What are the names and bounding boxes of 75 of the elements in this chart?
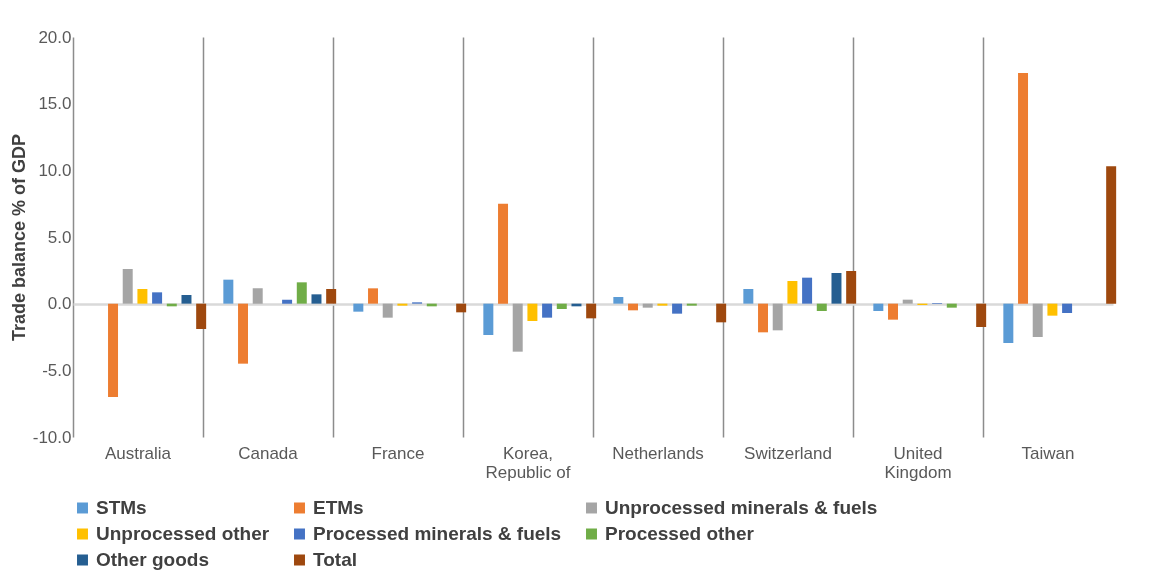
- x-tick-label: Taiwan: [1021, 443, 1075, 463]
- bar: [642, 303, 653, 308]
- y-tick-label: 5.0: [47, 227, 72, 247]
- bar: [772, 303, 783, 331]
- bar: [846, 271, 857, 304]
- y-tick-label: 20.0: [38, 27, 72, 47]
- bar: [1003, 303, 1014, 343]
- bar: [137, 289, 148, 304]
- bar: [311, 294, 322, 304]
- bar: [1062, 303, 1073, 313]
- bar: [802, 277, 813, 304]
- bar: [181, 295, 192, 304]
- x-tick-label: United Kingdom: [884, 443, 952, 482]
- bar: [252, 288, 263, 304]
- bar: [816, 303, 827, 311]
- bar: [686, 303, 697, 306]
- bar: [743, 289, 754, 304]
- bar: [888, 303, 899, 320]
- bar: [902, 299, 913, 304]
- x-tick-label: Canada: [238, 443, 299, 463]
- y-tick-label: 15.0: [38, 94, 72, 114]
- bar: [657, 303, 668, 306]
- bar: [1106, 166, 1117, 304]
- legend-label: Processed other: [605, 523, 755, 544]
- y-axis-title: Trade balance % of GDP: [8, 133, 29, 342]
- legend-label: Total: [313, 549, 357, 570]
- y-tick-label: -10.0: [32, 427, 72, 447]
- y-tick-label: 10.0: [38, 160, 72, 180]
- legend-label: Unprocessed other: [96, 523, 270, 544]
- bar: [946, 303, 957, 308]
- bar: [1018, 73, 1029, 304]
- bar: [527, 303, 538, 321]
- bar: [613, 297, 624, 304]
- legend-label: ETMs: [313, 497, 364, 518]
- bar: [353, 303, 364, 312]
- bar: [556, 303, 567, 309]
- bar: [122, 269, 133, 304]
- legend-label: Other goods: [96, 549, 209, 570]
- bar: [976, 303, 987, 327]
- y-tick-label: 0.0: [47, 294, 72, 314]
- bar: [223, 279, 234, 304]
- bar: [483, 303, 494, 335]
- bar: [152, 292, 163, 304]
- legend-label: Processed minerals & fuels: [313, 523, 562, 544]
- bar: [512, 303, 523, 352]
- bar: [758, 303, 769, 333]
- bar: [368, 288, 379, 304]
- bar: [873, 303, 884, 311]
- bar: [787, 281, 798, 304]
- x-tick-label: Switzerland: [744, 443, 832, 463]
- bar: [108, 303, 119, 397]
- x-tick-label: Korea, Republic of: [485, 443, 571, 482]
- x-tick-label: Australia: [104, 443, 172, 463]
- bar: [1047, 303, 1058, 316]
- x-tick-label: Netherlands: [612, 443, 704, 463]
- bar: [628, 303, 639, 311]
- legend-label: STMs: [96, 497, 147, 518]
- bar: [586, 303, 597, 319]
- bar: [831, 273, 842, 304]
- bar: [716, 303, 727, 323]
- x-tick-label: France: [371, 443, 425, 463]
- bar: [498, 203, 509, 304]
- bar: [382, 303, 393, 318]
- bar: [672, 303, 683, 314]
- bar: [196, 303, 207, 329]
- bar: [326, 289, 337, 304]
- legend-label: Unprocessed minerals & fuels: [605, 497, 878, 518]
- bar: [542, 303, 553, 318]
- bar: [296, 282, 307, 304]
- bar: [282, 299, 293, 304]
- bar: [1032, 303, 1043, 337]
- bar: [238, 303, 249, 364]
- y-tick-label: -5.0: [42, 360, 72, 380]
- bar: [397, 303, 408, 306]
- bar: [456, 303, 467, 313]
